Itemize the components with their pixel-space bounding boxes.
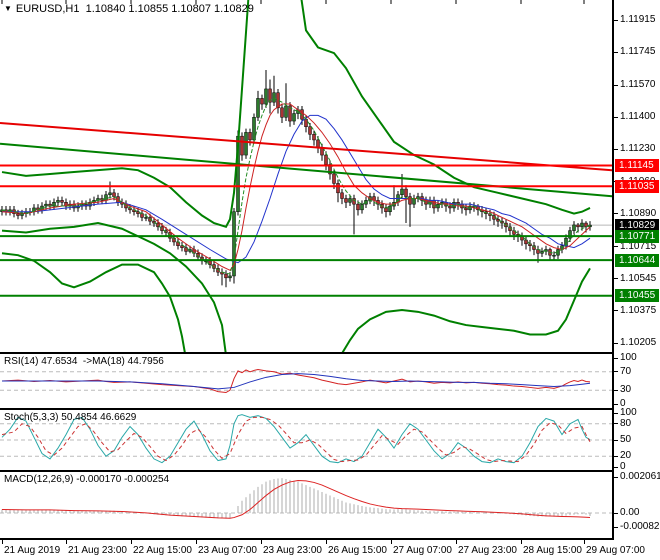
price-label: 1.11915 [620, 14, 656, 25]
chart-title: ▼ EURUSD,H1 1.10840 1.10855 1.10807 1.108… [4, 3, 254, 15]
symbol-dropdown-icon[interactable]: ▼ [4, 4, 12, 13]
indicator-scale-label: 50 [620, 434, 632, 445]
time-tick [131, 540, 132, 544]
time-label: 26 Aug 15:00 [328, 545, 387, 556]
price-axis[interactable]: 1.11915 1.11745 1.11570 1.11400 1.11230 1.110… [614, 0, 660, 540]
price-label: 1.10545 [620, 272, 657, 284]
stochastic-pane[interactable] [0, 410, 612, 472]
axis-tick [614, 246, 618, 248]
axis-tick [614, 512, 618, 514]
macd-pane[interactable] [0, 472, 612, 540]
chart-column [0, 0, 614, 540]
axis-tick [614, 51, 618, 53]
axis-tick [614, 403, 618, 405]
time-tick [584, 540, 585, 544]
time-label: 21 Aug 2019 [4, 545, 61, 556]
axis-tick [614, 439, 618, 441]
price-label: 1.11400 [620, 111, 656, 123]
axis-tick [614, 148, 618, 150]
price-label: 1.10890 [620, 207, 657, 219]
price-marker-box: 1.11145 [615, 158, 659, 172]
time-label: 23 Aug 07:00 [198, 545, 257, 556]
axis-tick [614, 310, 618, 312]
axis-tick [614, 342, 618, 344]
indicator-scale-label: -0.000828 [620, 521, 660, 533]
axis-tick [614, 371, 618, 373]
indicator-scale-label: 80 [620, 417, 632, 429]
rsi-chart [0, 368, 612, 394]
price-label: 1.11745 [620, 46, 656, 58]
indicator-scale-label: 100 [620, 407, 637, 418]
main-chart-pane[interactable] [0, 0, 612, 354]
axis-tick [614, 19, 618, 21]
axis-tick [614, 84, 618, 86]
time-tick [261, 540, 262, 544]
indicator-scale-label: 0 [620, 398, 626, 409]
indicator-scale-label: 0.002061 [620, 471, 660, 482]
axis-tick [614, 278, 618, 280]
time-label: 27 Aug 23:00 [458, 545, 517, 556]
time-tick [521, 540, 522, 544]
price-marker-box: 1.10771 [615, 229, 659, 243]
time-label: 22 Aug 15:00 [133, 545, 192, 556]
price-label: 1.11230 [620, 143, 656, 155]
price-marker-box: 1.10644 [615, 253, 659, 267]
price-label: 1.10205 [620, 337, 657, 348]
price-label: 1.11570 [620, 79, 656, 91]
macd-chart [0, 478, 612, 519]
axis-tick [614, 455, 618, 457]
indicator-scale-label: 0 [620, 461, 626, 472]
axis-tick [614, 412, 618, 414]
time-label: 29 Aug 07:00 [586, 545, 645, 556]
axis-tick [614, 466, 618, 468]
price-label: 1.10715 [620, 240, 657, 252]
time-tick [326, 540, 327, 544]
axis-tick [614, 357, 618, 359]
axis-tick [614, 476, 618, 478]
time-tick [196, 540, 197, 544]
time-label: 23 Aug 23:00 [263, 545, 322, 556]
time-axis[interactable]: 21 Aug 2019 21 Aug 23:00 22 Aug 15:00 23 Au… [0, 540, 660, 560]
chart-title-text: EURUSD,H1 1.10840 1.10855 1.10807 1.1082… [15, 3, 254, 15]
stochastic-title: Stoch(5,3,3) 50.4854 46.6629 [4, 412, 137, 423]
stochastic-chart [0, 414, 612, 464]
indicator-scale-label: 30 [620, 384, 632, 396]
price-marker-box: 1.10455 [615, 289, 659, 303]
time-tick [391, 540, 392, 544]
macd-title: MACD(12,26,9) -0.000170 -0.000254 [4, 474, 170, 485]
axis-tick [614, 526, 618, 528]
indicator-scale-label: 70 [620, 365, 632, 377]
time-tick [2, 540, 3, 544]
indicator-scale-label: 100 [620, 352, 637, 363]
axis-tick [614, 423, 618, 425]
time-label: 27 Aug 07:00 [393, 545, 452, 556]
time-label: 28 Aug 15:00 [523, 545, 582, 556]
price-marker-box: 1.10829 [615, 218, 659, 232]
axis-tick [614, 213, 618, 215]
time-tick [66, 540, 67, 544]
candlestick-chart [0, 0, 612, 352]
indicator-scale-label: 20 [620, 450, 632, 462]
time-tick [456, 540, 457, 544]
axis-tick [614, 116, 618, 118]
price-label: 1.10375 [620, 304, 657, 316]
axis-tick [614, 389, 618, 391]
indicator-scale-label: 0.00 [620, 507, 640, 519]
rsi-title: RSI(14) 47.6534 ->MA(18) 44.7956 [4, 356, 164, 367]
time-label: 21 Aug 23:00 [68, 545, 127, 556]
price-marker-box: 1.11035 [615, 179, 659, 193]
rsi-pane[interactable] [0, 354, 612, 410]
